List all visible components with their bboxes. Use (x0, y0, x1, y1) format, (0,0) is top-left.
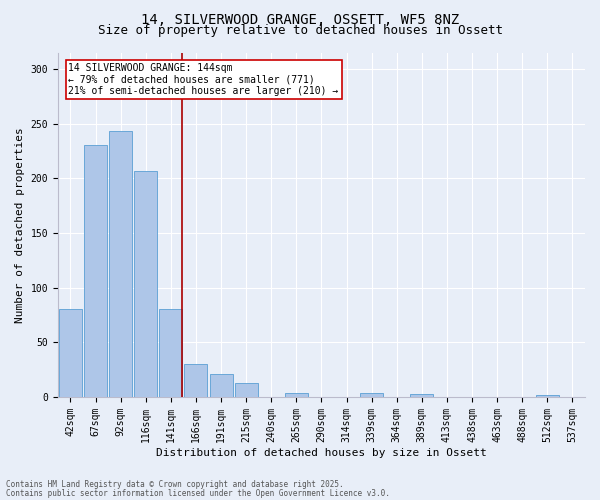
Bar (160, 310, 182, 397)
Bar (59, 310, 82, 397)
Text: 14 SILVERWOOD GRANGE: 144sqm
← 79% of detached houses are smaller (771)
21% of s: 14 SILVERWOOD GRANGE: 144sqm ← 79% of de… (68, 63, 338, 96)
Bar (84, 146, 107, 397)
Bar (209, 374, 233, 397)
Text: Contains public sector information licensed under the Open Government Licence v3: Contains public sector information licen… (6, 488, 390, 498)
Bar (184, 364, 208, 397)
Bar (109, 131, 132, 397)
Bar (134, 170, 157, 397)
Bar (235, 383, 257, 397)
Bar (285, 392, 308, 397)
Text: Contains HM Land Registry data © Crown copyright and database right 2025.: Contains HM Land Registry data © Crown c… (6, 480, 344, 489)
Text: Size of property relative to detached houses in Ossett: Size of property relative to detached ho… (97, 24, 503, 37)
Text: 14, SILVERWOOD GRANGE, OSSETT, WF5 8NZ: 14, SILVERWOOD GRANGE, OSSETT, WF5 8NZ (141, 12, 459, 26)
Bar (410, 394, 433, 397)
Y-axis label: Number of detached properties: Number of detached properties (15, 127, 25, 322)
X-axis label: Distribution of detached houses by size in Ossett: Distribution of detached houses by size … (156, 448, 487, 458)
Bar (536, 395, 559, 397)
Bar (360, 392, 383, 397)
